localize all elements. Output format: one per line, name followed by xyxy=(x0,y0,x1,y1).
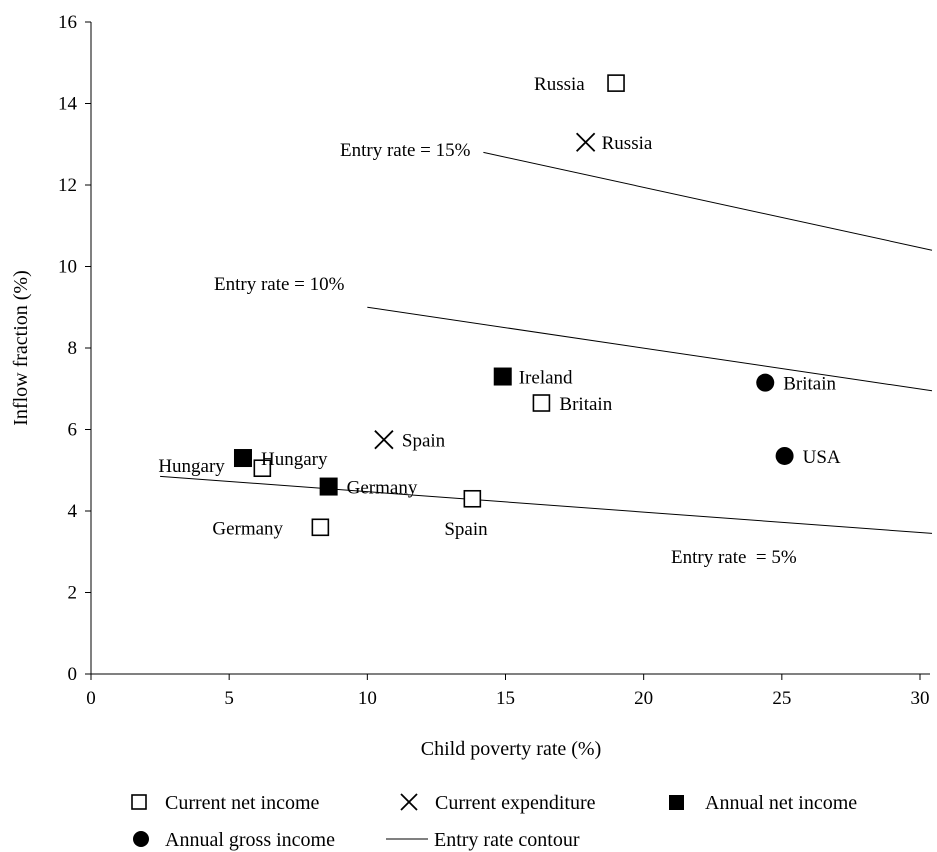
contour-label-1: Entry rate = 15% xyxy=(340,140,471,161)
point-label-current-net-income-spain: Spain xyxy=(444,519,488,540)
point-label-annual-gross-income-usa: USA xyxy=(803,447,841,468)
y-tick-label: 16 xyxy=(58,12,77,33)
marker-current-expenditure-russia xyxy=(576,132,596,152)
marker-current-net-income-russia xyxy=(607,74,625,92)
marker-annual-net-income-germany xyxy=(319,477,338,496)
x-tick-label: 0 xyxy=(86,688,96,709)
contour-line-2 xyxy=(367,306,933,392)
contour-line-1 xyxy=(483,151,933,251)
point-labels: Russia Britain Spain Hungary Germany Russia Sp… xyxy=(158,74,841,540)
marker-current-net-income-spain xyxy=(463,489,482,508)
marker-current-net-income-hungary xyxy=(253,459,272,478)
entry-rate-contours: Entry rate = 15% Entry rate = 10% Entry ra… xyxy=(160,140,933,568)
y-tick-label: 10 xyxy=(58,257,77,278)
point-label-current-expenditure-russia: Russia xyxy=(602,133,653,154)
point-label-annual-net-income-hungary: Hungary xyxy=(261,449,328,470)
point-label-current-net-income-britain: Britain xyxy=(559,394,612,415)
y-tick-label: 4 xyxy=(68,501,78,522)
y-tick-label: 8 xyxy=(68,338,78,359)
point-label-annual-gross-income-britain: Britain xyxy=(783,374,836,395)
y-axis-label: Inflow fraction (%) xyxy=(10,270,32,426)
point-label-current-net-income-hungary: Hungary xyxy=(158,456,225,477)
x-axis-label: Child poverty rate (%) xyxy=(421,738,602,760)
legend: Current net income Current expenditure A… xyxy=(131,792,857,851)
x-tick-label: 15 xyxy=(496,688,515,709)
point-label-annual-net-income-ireland: Ireland xyxy=(519,368,573,389)
point-label-annual-net-income-germany: Germany xyxy=(347,478,418,499)
x-tick-label: 30 xyxy=(911,688,930,709)
y-tick-label: 0 xyxy=(68,664,78,685)
legend-label-current-net-income: Current net income xyxy=(165,792,320,814)
marker-current-net-income-britain xyxy=(532,394,551,412)
point-label-current-expenditure-spain: Spain xyxy=(402,431,446,452)
legend-marker-current-net-income xyxy=(131,794,147,810)
marker-annual-gross-income-usa xyxy=(775,446,794,465)
contour-label-3: Entry rate = 5% xyxy=(671,547,797,568)
contour-label-2: Entry rate = 10% xyxy=(214,274,345,295)
contour-line-3 xyxy=(160,475,933,534)
ticks: 0 5 10 15 20 25 30 0 2 4 6 8 10 12 14 16 xyxy=(58,12,930,709)
legend-label-annual-net-income: Annual net income xyxy=(705,792,857,814)
point-label-current-net-income-russia: Russia xyxy=(534,74,585,95)
legend-label-annual-gross-income: Annual gross income xyxy=(165,829,335,851)
point-label-current-net-income-germany: Germany xyxy=(212,518,283,539)
legend-marker-annual-gross-income xyxy=(133,831,149,847)
marker-current-expenditure-spain xyxy=(374,430,394,450)
x-tick-label: 25 xyxy=(772,688,791,709)
x-tick-label: 20 xyxy=(634,688,653,709)
axes xyxy=(90,22,930,675)
x-tick-label: 5 xyxy=(224,688,234,709)
marker-current-net-income-germany xyxy=(311,518,330,537)
y-tick-label: 2 xyxy=(68,583,78,604)
legend-label-current-expenditure: Current expenditure xyxy=(435,792,596,814)
x-tick-label: 10 xyxy=(358,688,377,709)
legend-marker-annual-net-income xyxy=(669,795,684,810)
legend-marker-current-expenditure xyxy=(400,793,418,811)
y-tick-label: 12 xyxy=(58,175,77,196)
y-tick-label: 6 xyxy=(68,420,78,441)
legend-label-entry-rate-contour: Entry rate contour xyxy=(434,829,580,851)
data-markers xyxy=(233,74,794,537)
marker-annual-net-income-ireland xyxy=(493,367,512,386)
marker-annual-gross-income-britain xyxy=(756,373,775,392)
y-tick-label: 14 xyxy=(58,94,78,115)
marker-annual-net-income-hungary xyxy=(233,449,252,468)
